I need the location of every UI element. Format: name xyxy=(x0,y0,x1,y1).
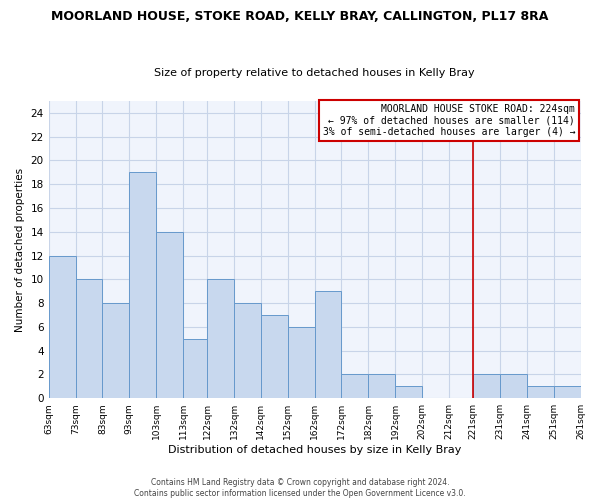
Bar xyxy=(207,280,234,398)
Bar xyxy=(156,232,183,398)
Y-axis label: Number of detached properties: Number of detached properties xyxy=(15,168,25,332)
Bar xyxy=(129,172,156,398)
Text: MOORLAND HOUSE STOKE ROAD: 224sqm
← 97% of detached houses are smaller (114)
3% : MOORLAND HOUSE STOKE ROAD: 224sqm ← 97% … xyxy=(323,104,575,137)
Bar xyxy=(341,374,368,398)
Bar xyxy=(395,386,422,398)
X-axis label: Distribution of detached houses by size in Kelly Bray: Distribution of detached houses by size … xyxy=(168,445,461,455)
Text: MOORLAND HOUSE, STOKE ROAD, KELLY BRAY, CALLINGTON, PL17 8RA: MOORLAND HOUSE, STOKE ROAD, KELLY BRAY, … xyxy=(52,10,548,23)
Bar xyxy=(314,291,341,398)
Title: Size of property relative to detached houses in Kelly Bray: Size of property relative to detached ho… xyxy=(154,68,475,78)
Bar xyxy=(500,374,527,398)
Bar xyxy=(234,303,261,398)
Bar xyxy=(527,386,554,398)
Bar xyxy=(103,303,129,398)
Bar xyxy=(368,374,395,398)
Bar xyxy=(76,280,103,398)
Bar xyxy=(288,327,314,398)
Bar xyxy=(261,315,288,398)
Bar xyxy=(554,386,581,398)
Text: Contains HM Land Registry data © Crown copyright and database right 2024.
Contai: Contains HM Land Registry data © Crown c… xyxy=(134,478,466,498)
Bar xyxy=(183,339,207,398)
Bar xyxy=(473,374,500,398)
Bar xyxy=(49,256,76,398)
